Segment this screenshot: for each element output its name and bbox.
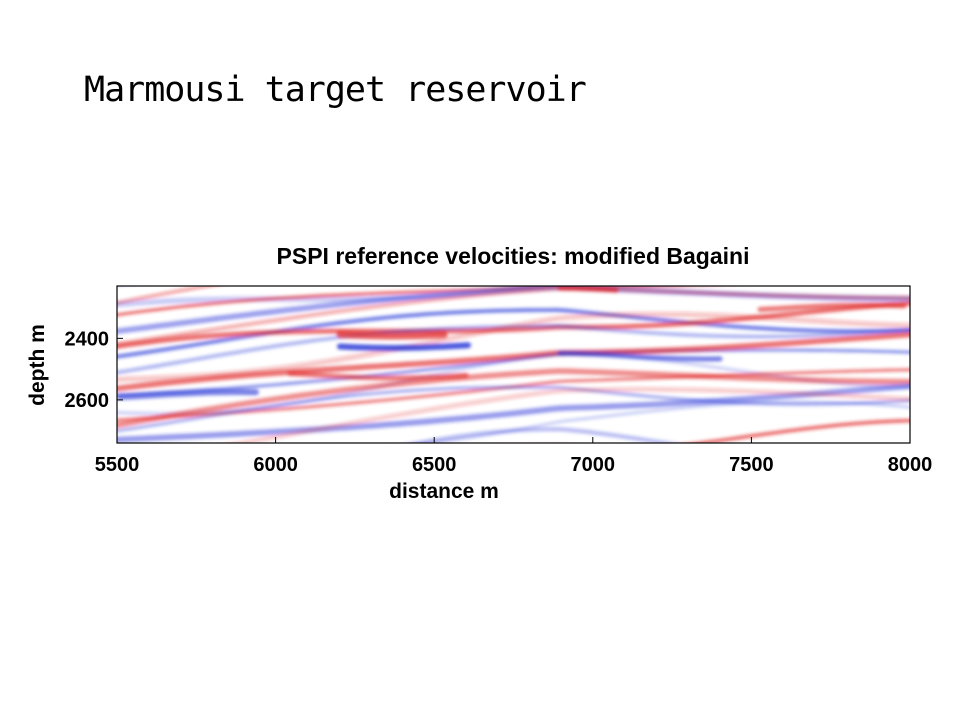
reflector-highlight: [757, 302, 907, 312]
reflector-stripe: [107, 465, 917, 513]
reflector-stripe: [117, 300, 910, 349]
reflector-stripe: [117, 383, 910, 443]
reflector-stripe: [117, 385, 910, 433]
x-tick-label: 6000: [253, 454, 298, 476]
plot-frame: [116, 285, 911, 444]
reflector-highlight: [557, 350, 723, 362]
reflector-stripe: [685, 418, 910, 443]
reflector-stripe: [117, 331, 910, 392]
reflector-stripe: [408, 427, 679, 443]
reflector-highlight: [336, 331, 448, 340]
y-tick-label: 2400: [65, 328, 110, 350]
x-tick-label: 5500: [95, 454, 140, 476]
x-tick-label: 6500: [412, 454, 457, 476]
reflector-highlight: [117, 389, 259, 400]
reflector-stripe: [107, 463, 917, 488]
chart-title: PSPI reference velocities: modified Baga…: [277, 243, 750, 269]
x-axis-label: distance m: [389, 480, 499, 503]
heatmap-area: [107, 286, 917, 527]
reflector-highlight: [337, 342, 471, 351]
reflector-stripe: [117, 307, 910, 359]
reflector-stripe: [117, 286, 910, 346]
x-axis: 5500 6000 6500 7000 7500 8000: [95, 437, 933, 476]
reflector-highlight: [287, 371, 469, 381]
reflector-stripe: [107, 469, 917, 527]
reflector-highlight: [557, 286, 619, 293]
x-tick-label: 7000: [571, 454, 616, 476]
slide-title: Marmousi target reservoir: [84, 70, 587, 110]
reflector-stripe: [117, 368, 910, 429]
reflector-stripe: [107, 445, 917, 454]
x-tick-label: 8000: [888, 454, 933, 476]
x-tick-label: 7500: [729, 454, 774, 476]
y-axis-label: depth m: [26, 324, 49, 406]
y-axis: 2400 2600: [65, 328, 123, 412]
y-tick-label: 2600: [65, 390, 110, 412]
reflector-stripe: [117, 311, 910, 383]
